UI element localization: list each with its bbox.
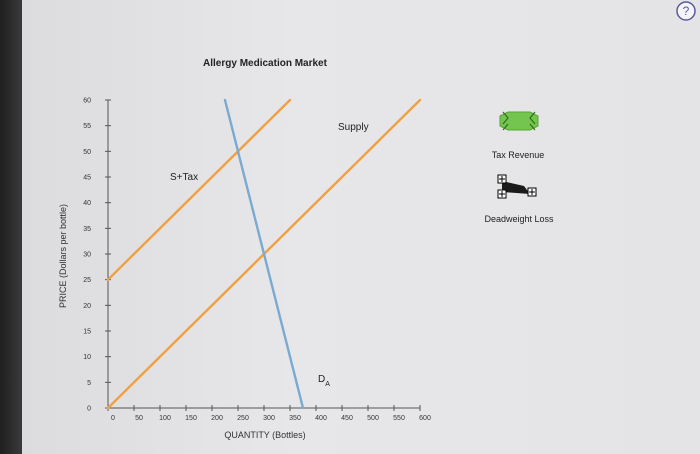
x-ticks: 0 50 100 150 200 250 300 350 400 450 500 550 600 (107, 405, 431, 422)
y-tick-label: 40 (83, 200, 91, 207)
x-tick-label: 250 (237, 415, 249, 422)
demand-label-sub: A (325, 381, 330, 388)
x-axis-title: QUANTITY (Bottles) (224, 430, 305, 440)
deadweight-loss-label: Deadweight Loss (484, 214, 554, 224)
x-tick-label: 350 (289, 415, 301, 422)
svg-text:?: ? (683, 4, 690, 18)
y-tick-label: 20 (83, 303, 91, 310)
series-layer (106, 98, 422, 410)
y-tick-label: 0 (87, 406, 91, 413)
y-tick-label: 25 (83, 277, 91, 284)
y-ticks: 0 5 10 15 20 25 30 35 40 45 50 55 60 (83, 98, 111, 413)
y-tick-label: 50 (83, 149, 91, 156)
x-tick-label: 450 (341, 415, 353, 422)
x-tick-label: 600 (419, 415, 431, 422)
question-mark-icon: ? (676, 1, 696, 21)
y-tick-label: 45 (83, 175, 91, 182)
tax-revenue-tool[interactable] (499, 111, 539, 131)
deadweight-loss-tool-icon (497, 174, 537, 199)
tax-revenue-label: Tax Revenue (492, 150, 545, 160)
y-tick-label: 55 (83, 123, 91, 130)
y-axis-title: PRICE (Dollars per bottle) (58, 204, 68, 308)
y-tick-label: 5 (87, 380, 91, 387)
x-tick-label: 0 (111, 415, 115, 422)
chart-title: Allergy Medication Market (203, 58, 328, 69)
x-tick-label: 500 (367, 415, 379, 422)
x-tick-label: 550 (393, 415, 405, 422)
demand-label: DA (318, 374, 330, 388)
tax-revenue-tool-icon (499, 111, 539, 131)
x-tick-label: 300 (263, 415, 275, 422)
demand-label-main: D (318, 374, 325, 385)
x-tick-label: 150 (185, 415, 197, 422)
supply-label: Supply (338, 122, 369, 133)
x-tick-label: 100 (159, 415, 171, 422)
y-tick-label: 10 (83, 354, 91, 361)
y-tick-label: 60 (83, 98, 91, 105)
help-button[interactable]: ? (672, 0, 700, 22)
s-tax-label: S+Tax (170, 172, 198, 183)
series-line-da (223, 98, 305, 410)
x-tick-label: 50 (135, 415, 143, 422)
y-tick-label: 15 (83, 329, 91, 336)
x-tick-label: 200 (211, 415, 223, 422)
series-line-s-tax (106, 98, 292, 281)
y-tick-label: 30 (83, 252, 91, 259)
deadweight-loss-tool[interactable] (497, 174, 537, 199)
screen-area (22, 0, 700, 454)
y-tick-label: 35 (83, 226, 91, 233)
screen-bezel (0, 0, 22, 454)
x-tick-label: 400 (315, 415, 327, 422)
